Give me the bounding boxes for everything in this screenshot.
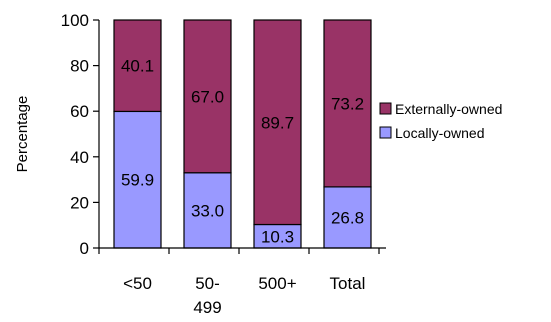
data-label: 73.2	[331, 94, 364, 113]
data-label: 33.0	[191, 201, 224, 220]
data-label: 89.7	[261, 113, 294, 132]
legend-swatch	[379, 126, 392, 139]
data-label: 67.0	[191, 87, 224, 106]
x-tick-label: 499	[193, 298, 221, 317]
data-label: 10.3	[261, 227, 294, 246]
y-tick-label: 40	[70, 148, 89, 167]
legend: Externally-owned Locally-owned	[379, 101, 502, 141]
y-tick-label: 100	[61, 11, 89, 30]
plot-area: 0 20 40 60 80 100 59.9 40.1 33.0 67.0 10.3 89.7 26.8…	[61, 11, 386, 317]
data-label: 40.1	[121, 57, 154, 76]
bar-segment-locally-owned	[183, 172, 232, 249]
bar-segment-externally-owned	[183, 19, 232, 174]
x-tick-label: Total	[330, 274, 366, 293]
x-tick-label: 500+	[258, 274, 296, 293]
data-label: 26.8	[331, 208, 364, 227]
legend-label: Locally-owned	[395, 125, 485, 141]
legend-label: Externally-owned	[395, 101, 502, 117]
bar-segment-externally-owned	[113, 19, 162, 113]
bar-segment-locally-owned	[323, 186, 372, 249]
bar-segment-externally-owned	[323, 19, 372, 188]
y-axis-title: Percentage	[14, 96, 31, 173]
y-tick-label: 20	[70, 193, 89, 212]
y-tick-label: 80	[70, 57, 89, 76]
x-tick-label: <50	[123, 274, 152, 293]
y-tick-label: 60	[70, 102, 89, 121]
y-tick-label: 0	[80, 239, 89, 258]
bar-segment-externally-owned	[253, 19, 302, 226]
legend-swatch	[379, 102, 392, 115]
data-label: 59.9	[121, 171, 154, 190]
x-tick-label: 50-	[195, 274, 220, 293]
